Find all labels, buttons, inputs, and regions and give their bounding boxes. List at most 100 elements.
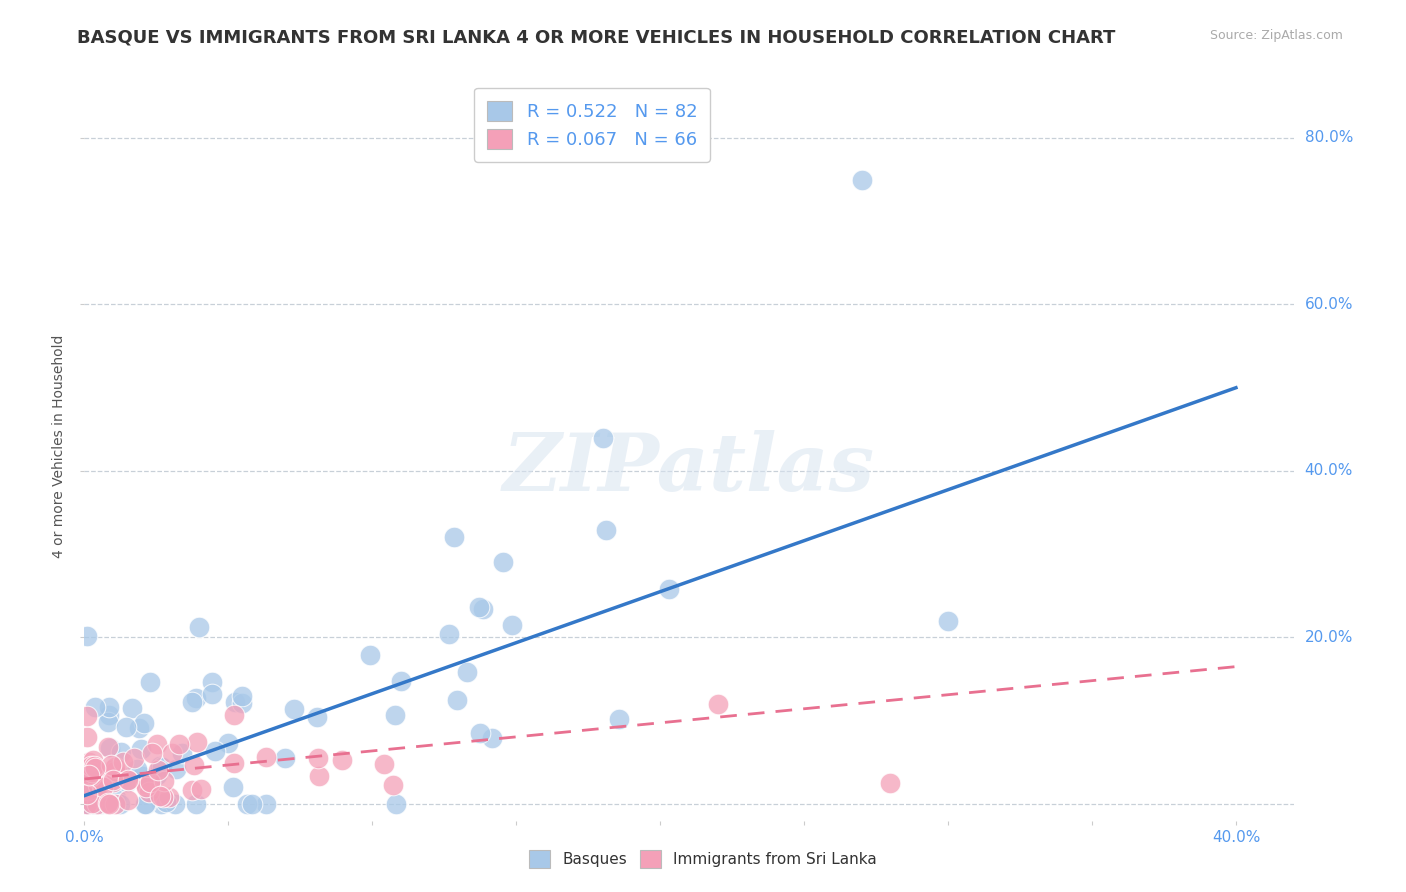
Point bbox=[97, 739, 120, 754]
Point bbox=[89, 797, 111, 811]
Point bbox=[131, 769, 153, 783]
Point bbox=[443, 530, 465, 544]
Point bbox=[236, 797, 259, 811]
Point bbox=[879, 776, 901, 790]
Point bbox=[97, 715, 120, 730]
Point bbox=[82, 753, 104, 767]
Point bbox=[91, 780, 114, 794]
Point bbox=[146, 768, 169, 782]
Point bbox=[79, 768, 101, 782]
Point bbox=[77, 797, 100, 811]
Point bbox=[79, 781, 101, 796]
Point bbox=[217, 736, 239, 750]
Point bbox=[84, 761, 107, 775]
Point bbox=[157, 789, 180, 804]
Point bbox=[150, 797, 173, 811]
Point bbox=[149, 759, 172, 773]
Point bbox=[152, 789, 174, 804]
Point bbox=[384, 708, 406, 723]
Point bbox=[83, 759, 105, 773]
Point bbox=[98, 700, 121, 714]
Point bbox=[82, 797, 104, 811]
Point bbox=[77, 797, 100, 811]
Point bbox=[149, 789, 172, 804]
Point bbox=[222, 708, 245, 723]
Point bbox=[389, 673, 412, 688]
Point bbox=[200, 686, 222, 700]
Point bbox=[100, 763, 122, 777]
Point bbox=[86, 797, 108, 811]
Point bbox=[108, 797, 131, 811]
Point bbox=[117, 773, 139, 788]
Point bbox=[456, 665, 478, 679]
Point bbox=[165, 763, 187, 777]
Point bbox=[98, 740, 121, 755]
Point bbox=[112, 755, 135, 769]
Point bbox=[254, 750, 277, 764]
Point bbox=[936, 614, 959, 628]
Point bbox=[89, 784, 111, 798]
Point bbox=[80, 759, 103, 773]
Point bbox=[115, 775, 138, 789]
Point bbox=[231, 696, 253, 710]
Point bbox=[231, 690, 253, 704]
Point bbox=[162, 746, 184, 760]
Point bbox=[186, 735, 208, 749]
Point bbox=[110, 745, 132, 759]
Point bbox=[153, 773, 176, 788]
Point bbox=[308, 769, 330, 783]
Point bbox=[87, 778, 110, 792]
Point bbox=[132, 716, 155, 731]
Point bbox=[146, 763, 169, 777]
Point bbox=[155, 795, 177, 809]
Point bbox=[139, 675, 162, 690]
Point bbox=[76, 797, 98, 811]
Point bbox=[77, 782, 100, 797]
Legend: R = 0.522   N = 82, R = 0.067   N = 66: R = 0.522 N = 82, R = 0.067 N = 66 bbox=[474, 88, 710, 162]
Point bbox=[104, 764, 127, 779]
Point bbox=[595, 523, 617, 537]
Point bbox=[80, 765, 103, 780]
Point bbox=[190, 782, 212, 797]
Point bbox=[609, 712, 631, 726]
Legend: Basques, Immigrants from Sri Lanka: Basques, Immigrants from Sri Lanka bbox=[522, 843, 884, 875]
Point bbox=[135, 797, 157, 811]
Point bbox=[172, 747, 194, 761]
Text: 40.0%: 40.0% bbox=[1305, 464, 1353, 478]
Point bbox=[184, 691, 207, 706]
Point bbox=[592, 431, 614, 445]
Point bbox=[121, 701, 143, 715]
Point bbox=[283, 702, 305, 716]
Point bbox=[167, 737, 190, 751]
Text: BASQUE VS IMMIGRANTS FROM SRI LANKA 4 OR MORE VEHICLES IN HOUSEHOLD CORRELATION : BASQUE VS IMMIGRANTS FROM SRI LANKA 4 OR… bbox=[77, 29, 1116, 46]
Point bbox=[79, 762, 101, 776]
Point bbox=[240, 797, 263, 811]
Point bbox=[224, 695, 246, 709]
Point bbox=[851, 172, 873, 186]
Point bbox=[82, 797, 104, 811]
Point bbox=[100, 797, 122, 811]
Point bbox=[439, 627, 461, 641]
Point bbox=[165, 797, 187, 811]
Point bbox=[77, 771, 100, 785]
Point bbox=[381, 778, 404, 792]
Point bbox=[84, 780, 107, 794]
Point bbox=[117, 793, 139, 807]
Point bbox=[222, 756, 245, 771]
Point bbox=[307, 710, 329, 724]
Point bbox=[104, 797, 127, 811]
Point bbox=[101, 773, 124, 788]
Point bbox=[201, 675, 224, 690]
Point bbox=[274, 751, 297, 765]
Point bbox=[481, 731, 503, 745]
Point bbox=[222, 780, 245, 794]
Point bbox=[80, 769, 103, 783]
Point bbox=[330, 753, 353, 767]
Point bbox=[706, 697, 728, 711]
Point bbox=[183, 758, 205, 772]
Point bbox=[135, 780, 157, 795]
Point bbox=[181, 782, 204, 797]
Text: 80.0%: 80.0% bbox=[1305, 130, 1353, 145]
Point bbox=[254, 797, 277, 811]
Point bbox=[100, 757, 122, 772]
